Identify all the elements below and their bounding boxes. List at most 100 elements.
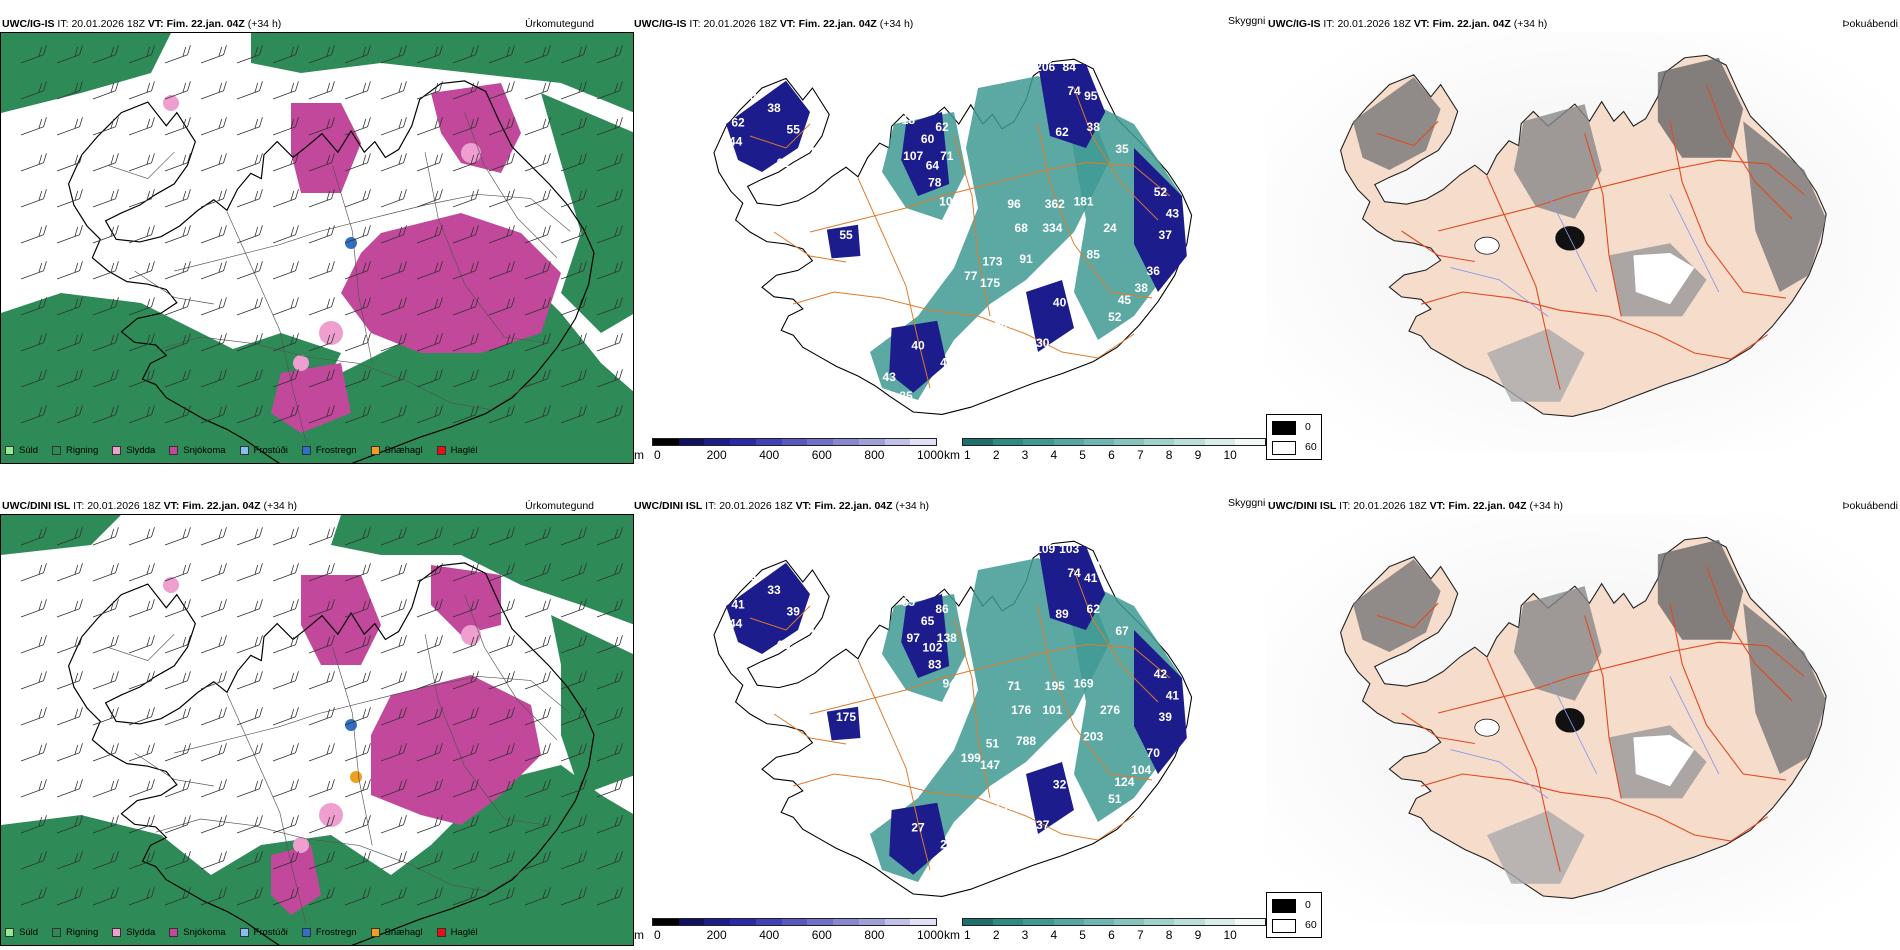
colorbar-segment	[993, 919, 1024, 925]
wind-barb	[488, 743, 515, 762]
wind-barb	[416, 743, 443, 762]
wind-barb	[380, 225, 407, 244]
road	[953, 617, 991, 799]
legend-swatch	[5, 446, 14, 455]
elevation-label: 24	[1103, 221, 1117, 235]
elevation-label: 37	[1159, 228, 1173, 242]
mid-header: UWC/IG-IS IT: 20.01.2026 18Z VT: Fim. 22…	[634, 18, 914, 30]
legend-label: Súld	[19, 927, 39, 938]
wind-barb	[56, 887, 83, 906]
wind-barb	[380, 333, 407, 352]
wind-barb	[56, 527, 83, 546]
wind-barb	[20, 369, 47, 388]
wind-barb	[308, 815, 335, 834]
wind-barb	[416, 887, 443, 906]
legend-label: Frostúði	[253, 927, 288, 938]
colorbar-segment	[910, 919, 937, 925]
wind-barb	[488, 671, 515, 690]
wind-barb	[308, 261, 335, 280]
wind-barb	[380, 117, 407, 136]
wind-barb	[560, 707, 587, 726]
wind-barb	[308, 297, 335, 316]
wind-barb	[308, 707, 335, 726]
wind-barb	[164, 405, 191, 424]
visibility-area	[870, 558, 1110, 882]
colorbar-tick-label: 3	[1021, 928, 1029, 942]
wind-barb	[20, 635, 47, 654]
wind-barb	[272, 297, 299, 316]
colorbar-tick-label: 3	[1021, 448, 1029, 462]
wind-barb	[452, 189, 479, 208]
wind-barb	[236, 189, 263, 208]
elevation-label: 96	[1007, 197, 1021, 211]
colorbar-segment	[1234, 919, 1266, 925]
elevation-label: 181	[1074, 195, 1094, 209]
wind-barb	[164, 527, 191, 546]
elevation-label: 89	[1055, 607, 1069, 621]
wind-barb	[164, 887, 191, 906]
colorbar-segment	[807, 439, 834, 445]
wind-barb	[272, 117, 299, 136]
road	[1669, 603, 1786, 781]
wind-barb	[164, 45, 191, 64]
wind-barb	[92, 815, 119, 834]
wind-barb	[416, 81, 443, 100]
wind-barb	[164, 851, 191, 870]
wind-barb	[344, 887, 371, 906]
elevation-label: 203	[1083, 729, 1103, 743]
left-title: Úrkomutegund	[525, 18, 594, 30]
wind-barb	[560, 887, 587, 906]
wind-barb	[200, 117, 227, 136]
wind-barb	[488, 261, 515, 280]
fog-svg	[1266, 32, 1900, 452]
colorbar-tick-label: 9	[1194, 928, 1202, 942]
colorbar-segment	[1053, 919, 1084, 925]
fog-legend-black-swatch	[1272, 421, 1296, 435]
colorbar-segment	[1053, 439, 1084, 445]
wind-barb	[452, 527, 479, 546]
wind-barb	[560, 117, 587, 136]
wind-barb	[560, 815, 587, 834]
legend-swatch	[436, 928, 446, 937]
colorbar-segment	[653, 439, 679, 445]
colorbar-visibility: km 1 2 3 4 5 6 7 8 9 10	[944, 438, 1266, 464]
wind-barb	[524, 405, 551, 424]
elevation-label: 362	[1045, 197, 1065, 211]
wind-barb	[308, 599, 335, 618]
road	[1401, 230, 1475, 263]
colorbar-strip	[652, 438, 937, 446]
fog-legend-black-value: 0	[1305, 421, 1311, 433]
elevation-label: 57	[1043, 835, 1057, 849]
wind-barb	[380, 189, 407, 208]
elevation-label: 84	[1063, 60, 1077, 74]
wind-barb	[308, 851, 335, 870]
elevation-label: 124	[1114, 775, 1134, 789]
left-header: UWC/IG-IS IT: 20.01.2026 18Z VT: Fim. 22…	[2, 18, 282, 30]
wind-barb	[452, 743, 479, 762]
wind-barb	[56, 671, 83, 690]
wind-barb	[92, 405, 119, 424]
wind-barb	[452, 333, 479, 352]
elevation-label: 18	[902, 113, 916, 127]
wind-barb	[56, 779, 83, 798]
wind-barb	[164, 297, 191, 316]
wind-barb	[308, 563, 335, 582]
elevation-label: 30	[1036, 336, 1050, 350]
colorbar-strip	[652, 918, 937, 926]
wind-barb	[272, 815, 299, 834]
wind-barb	[380, 851, 407, 870]
wind-barb	[308, 779, 335, 798]
wind-barb	[272, 635, 299, 654]
colorbar-segment	[653, 919, 679, 925]
wind-barb	[344, 779, 371, 798]
legend-item: Rigning	[52, 445, 98, 456]
wind-barb	[308, 887, 335, 906]
colorbar-segment	[993, 439, 1024, 445]
wind-barb	[416, 815, 443, 834]
wind-barb	[236, 261, 263, 280]
wind-barb	[272, 779, 299, 798]
wind-barb	[596, 153, 623, 172]
wind-barb	[20, 225, 47, 244]
wind-barb	[452, 815, 479, 834]
wind-barb	[560, 405, 587, 424]
